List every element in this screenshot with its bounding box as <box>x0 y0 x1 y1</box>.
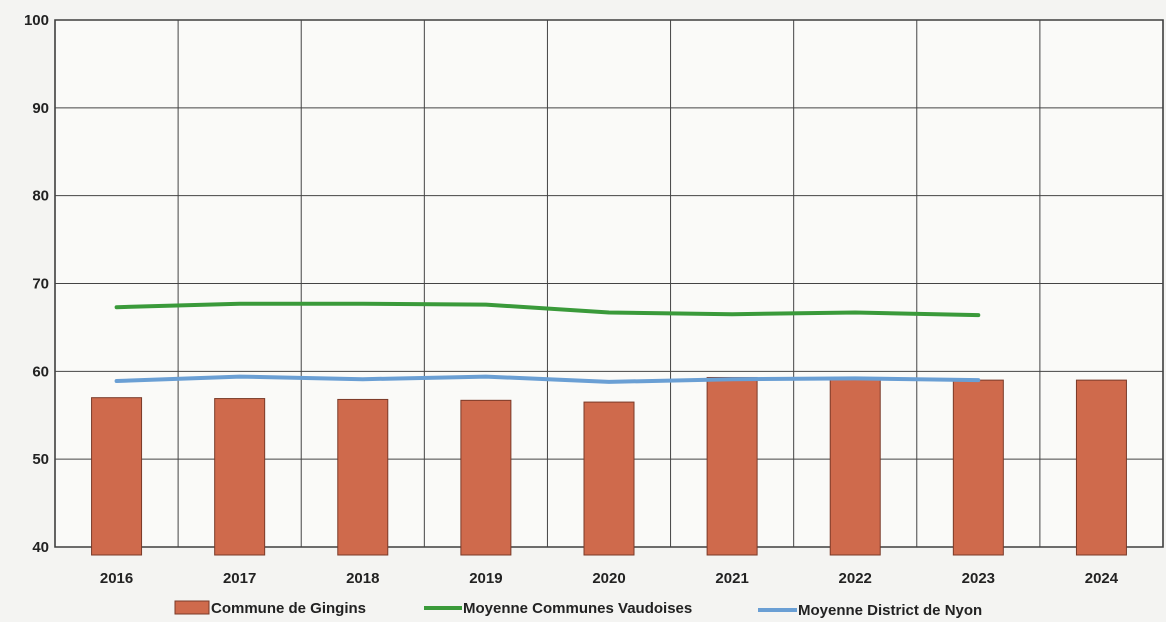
series-line-1 <box>114 301 981 318</box>
y-axis-ticks: 40 50 60 70 80 90 100 <box>24 12 49 556</box>
x-tick-label: 2019 <box>469 570 502 587</box>
y-tick-label: 40 <box>32 539 49 556</box>
x-tick-label: 2023 <box>962 570 995 587</box>
x-tick-label: 2022 <box>839 570 872 587</box>
lines <box>114 301 981 384</box>
y-tick-label: 80 <box>32 188 49 205</box>
bar <box>829 377 881 556</box>
y-tick-label: 70 <box>32 276 49 293</box>
y-tick-label: 60 <box>32 363 49 380</box>
x-axis-ticks: 2016 2017 2018 2019 2020 2021 2022 2023 2024 <box>100 570 1119 587</box>
bars-commune-de-gingins <box>91 376 1127 556</box>
series-line-2 <box>114 374 981 384</box>
legend-label-bars: Commune de Gingins <box>211 600 366 617</box>
x-tick-label: 2024 <box>1085 570 1119 587</box>
bar <box>583 401 635 556</box>
x-tick-label: 2021 <box>715 570 748 587</box>
bar <box>460 399 512 556</box>
legend-label-line-2: Moyenne District de Nyon <box>798 602 982 619</box>
legend-label-line-1: Moyenne Communes Vaudoises <box>463 600 692 617</box>
y-tick-label: 100 <box>24 12 49 29</box>
y-tick-label: 90 <box>32 100 49 117</box>
legend-item-bars: Commune de Gingins <box>174 600 366 617</box>
legend-swatch-bars <box>174 600 210 615</box>
x-tick-label: 2016 <box>100 570 133 587</box>
bar <box>214 398 266 556</box>
y-tick-label: 50 <box>32 451 49 468</box>
legend-item-line-2: Moyenne District de Nyon <box>758 602 982 619</box>
legend-item-line-1: Moyenne Communes Vaudoises <box>424 600 692 617</box>
bar <box>952 379 1004 556</box>
bar <box>706 376 758 556</box>
bar <box>337 398 389 556</box>
bar <box>91 397 143 556</box>
x-tick-label: 2017 <box>223 570 256 587</box>
x-tick-label: 2018 <box>346 570 379 587</box>
legend: Commune de Gingins Moyenne Communes Vaud… <box>174 600 982 619</box>
bar <box>1075 379 1127 556</box>
x-tick-label: 2020 <box>592 570 625 587</box>
